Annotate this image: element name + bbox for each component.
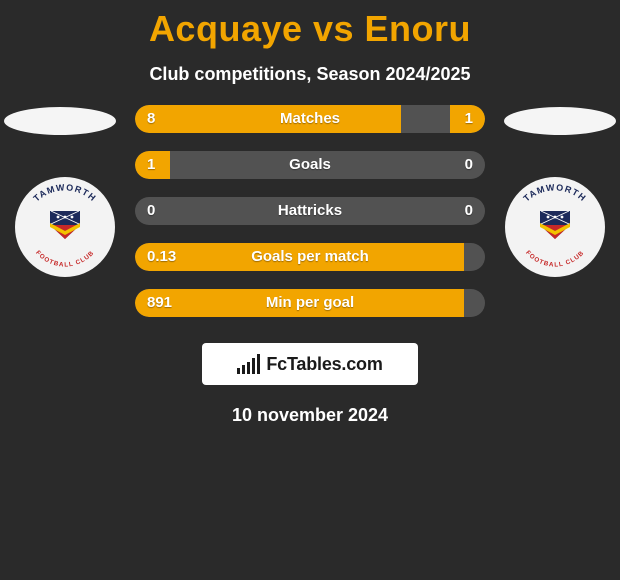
player-left-club-badge: TAMWORTH FOOTBALL CLUB xyxy=(15,177,115,277)
stat-row: 0Hattricks0 xyxy=(135,197,485,225)
brand-pill: FcTables.com xyxy=(202,343,418,385)
club-crest-icon: TAMWORTH FOOTBALL CLUB xyxy=(505,177,605,277)
bar-chart-icon xyxy=(237,354,260,374)
stat-label: Matches xyxy=(135,105,485,133)
player-right: TAMWORTH FOOTBALL CLUB xyxy=(500,105,620,277)
stat-label: Min per goal xyxy=(135,289,485,317)
stat-value-right: 0 xyxy=(465,197,473,225)
stat-row: 891Min per goal xyxy=(135,289,485,317)
stat-label: Hattricks xyxy=(135,197,485,225)
stat-label: Goals xyxy=(135,151,485,179)
page-subtitle: Club competitions, Season 2024/2025 xyxy=(0,64,620,85)
player-right-silhouette xyxy=(504,107,616,135)
stat-value-right: 1 xyxy=(465,105,473,133)
footer-date: 10 november 2024 xyxy=(0,405,620,426)
stat-rows: 8Matches11Goals00Hattricks00.13Goals per… xyxy=(135,105,485,317)
player-right-club-badge: TAMWORTH FOOTBALL CLUB xyxy=(505,177,605,277)
brand-text: FcTables.com xyxy=(266,354,382,375)
stat-row: 1Goals0 xyxy=(135,151,485,179)
comparison-area: TAMWORTH FOOTBALL CLUB xyxy=(0,105,620,317)
stat-row: 0.13Goals per match xyxy=(135,243,485,271)
stat-label: Goals per match xyxy=(135,243,485,271)
infographic-root: Acquaye vs Enoru Club competitions, Seas… xyxy=(0,0,620,580)
player-left-silhouette xyxy=(4,107,116,135)
club-crest-icon: TAMWORTH FOOTBALL CLUB xyxy=(15,177,115,277)
stat-value-right: 0 xyxy=(465,151,473,179)
player-left: TAMWORTH FOOTBALL CLUB xyxy=(0,105,120,277)
stat-row: 8Matches1 xyxy=(135,105,485,133)
page-title: Acquaye vs Enoru xyxy=(0,8,620,50)
